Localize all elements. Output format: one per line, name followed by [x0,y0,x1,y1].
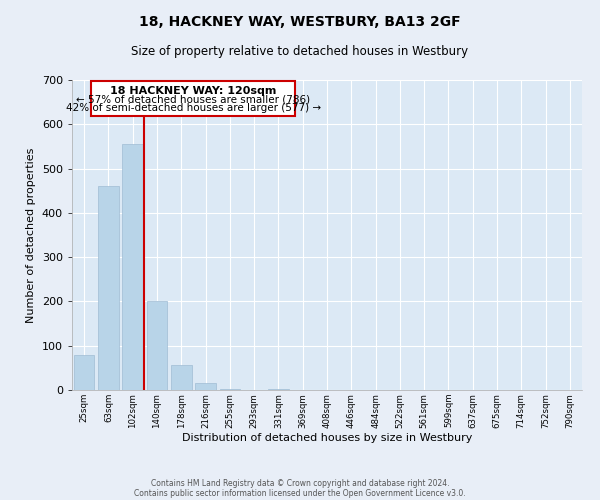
Bar [122,144,143,390]
Text: Contains public sector information licensed under the Open Government Licence v3: Contains public sector information licen… [134,488,466,498]
Bar [195,384,216,390]
Text: 42% of semi-detached houses are larger (577) →: 42% of semi-detached houses are larger (… [66,102,321,113]
Bar [171,365,191,390]
Bar [220,389,240,390]
Y-axis label: Number of detached properties: Number of detached properties [26,148,36,322]
Bar [74,354,94,390]
Text: ← 57% of detached houses are smaller (786): ← 57% of detached houses are smaller (78… [76,94,310,104]
Bar [98,186,119,390]
FancyBboxPatch shape [91,82,295,116]
Text: 18, HACKNEY WAY, WESTBURY, BA13 2GF: 18, HACKNEY WAY, WESTBURY, BA13 2GF [139,15,461,29]
Text: Contains HM Land Registry data © Crown copyright and database right 2024.: Contains HM Land Registry data © Crown c… [151,478,449,488]
Bar [146,302,167,390]
X-axis label: Distribution of detached houses by size in Westbury: Distribution of detached houses by size … [182,433,472,443]
Bar [268,389,289,390]
Text: 18 HACKNEY WAY: 120sqm: 18 HACKNEY WAY: 120sqm [110,86,277,96]
Text: Size of property relative to detached houses in Westbury: Size of property relative to detached ho… [131,45,469,58]
